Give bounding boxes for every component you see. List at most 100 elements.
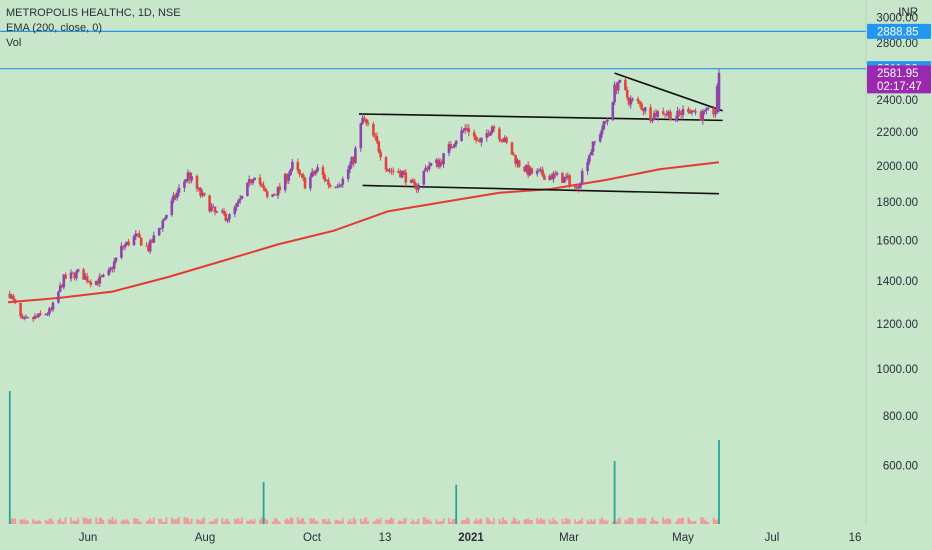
volume-bar (259, 519, 261, 524)
volume-bar (183, 517, 186, 524)
volume-bar (439, 520, 441, 524)
volume-bar (449, 521, 452, 524)
volume-bar (21, 519, 24, 524)
volume-bar (464, 519, 467, 524)
candle-body (336, 186, 339, 188)
volume-bar (602, 519, 605, 524)
candle-body (334, 186, 337, 188)
volume-bar (325, 521, 328, 524)
candle-body (705, 108, 708, 111)
candle-body (283, 173, 287, 191)
candle-body (312, 171, 316, 174)
candle-body (132, 236, 136, 246)
trendline[interactable] (362, 184, 720, 195)
volume-bar (160, 518, 162, 524)
volume-bar (239, 521, 242, 524)
candle-body (499, 139, 503, 141)
candle-body (681, 109, 685, 116)
volume-bar (296, 517, 299, 524)
candle-body (525, 164, 528, 172)
volume-bar (617, 518, 620, 524)
volume-bar (359, 518, 362, 524)
volume-bar (593, 518, 596, 524)
volume-bar (61, 521, 63, 524)
volume-bar (37, 520, 40, 524)
volume-bar (302, 517, 305, 524)
candle-body (451, 146, 454, 148)
candle-body (111, 267, 114, 269)
price-axis[interactable]: 600.00 800.00 1000.00 1200.00 1400.00 1600.00… (865, 0, 918, 526)
volume-bar (300, 518, 303, 524)
price-tick-label: 1400.00 (876, 276, 918, 288)
volume-bar (674, 521, 677, 524)
candle-body (402, 171, 406, 173)
trendline[interactable] (614, 72, 723, 112)
candle-body (26, 317, 30, 319)
volume-bar (199, 520, 202, 524)
price-tick-label: 3000.00 (876, 13, 918, 25)
volume-bar (188, 521, 191, 524)
candle-body (564, 177, 568, 179)
horizontal-lines[interactable] (0, 30, 866, 70)
candle-body (202, 192, 206, 196)
ema-indicator-label[interactable]: EMA (200, close, 0) (6, 22, 102, 34)
volume-bar (462, 519, 465, 524)
time-axis[interactable]: Jun Aug Oct 13 2021 Mar May Jul 16 (79, 532, 862, 544)
volume-bar (248, 520, 251, 524)
candle-body (517, 160, 521, 167)
volume-bar (529, 520, 531, 524)
candle-body (147, 245, 150, 252)
volume-bar (653, 519, 656, 524)
volume-bar (498, 518, 501, 524)
candle-body (298, 170, 301, 174)
candle-body (667, 111, 670, 115)
candle-body (409, 179, 413, 183)
volume-bar (707, 521, 710, 524)
trendline[interactable] (358, 113, 723, 122)
volume-spike-bar (613, 461, 616, 524)
volume-bar (316, 520, 319, 524)
symbol-title[interactable]: METROPOLIS HEALTHC, 1D, NSE (6, 7, 181, 19)
candle-body (258, 177, 262, 184)
candle-body (424, 167, 427, 171)
volume-bar (563, 521, 566, 524)
volume-bar (503, 519, 506, 524)
candle-body (228, 214, 231, 220)
volume-bar (687, 517, 690, 524)
volume-bar (667, 518, 670, 524)
candle-body (625, 90, 629, 98)
volume-bar (374, 520, 377, 524)
volume-bar (712, 517, 715, 524)
price-tick-label: 1200.00 (876, 319, 918, 331)
volume-bar (377, 519, 380, 524)
candle-body (240, 196, 244, 199)
candle-body (174, 195, 177, 199)
volume-bar (73, 520, 76, 524)
candle-body (309, 176, 312, 189)
candle-body (346, 169, 350, 179)
volume-bar (95, 517, 98, 524)
volume-bar (548, 519, 551, 524)
candle-body (568, 175, 571, 187)
candle-body (512, 154, 516, 156)
volume-bar (12, 518, 15, 524)
candle-body (84, 276, 87, 280)
candle-body (404, 172, 408, 183)
candle-body (384, 157, 388, 170)
candle-body (442, 153, 445, 165)
candle-body (157, 228, 161, 236)
volume-bar (624, 519, 627, 524)
candle-body (638, 101, 642, 104)
candle-body (415, 185, 418, 190)
volume-bar (682, 517, 684, 524)
volume-bar (638, 518, 641, 524)
price-tick-label: 1600.00 (876, 235, 918, 247)
volume-bar (214, 519, 216, 524)
candle-body (285, 173, 289, 181)
volume-indicator-label[interactable]: Vol (6, 37, 22, 49)
candle-body (98, 276, 102, 284)
candle-body (426, 167, 429, 170)
trendlines[interactable] (358, 72, 723, 195)
